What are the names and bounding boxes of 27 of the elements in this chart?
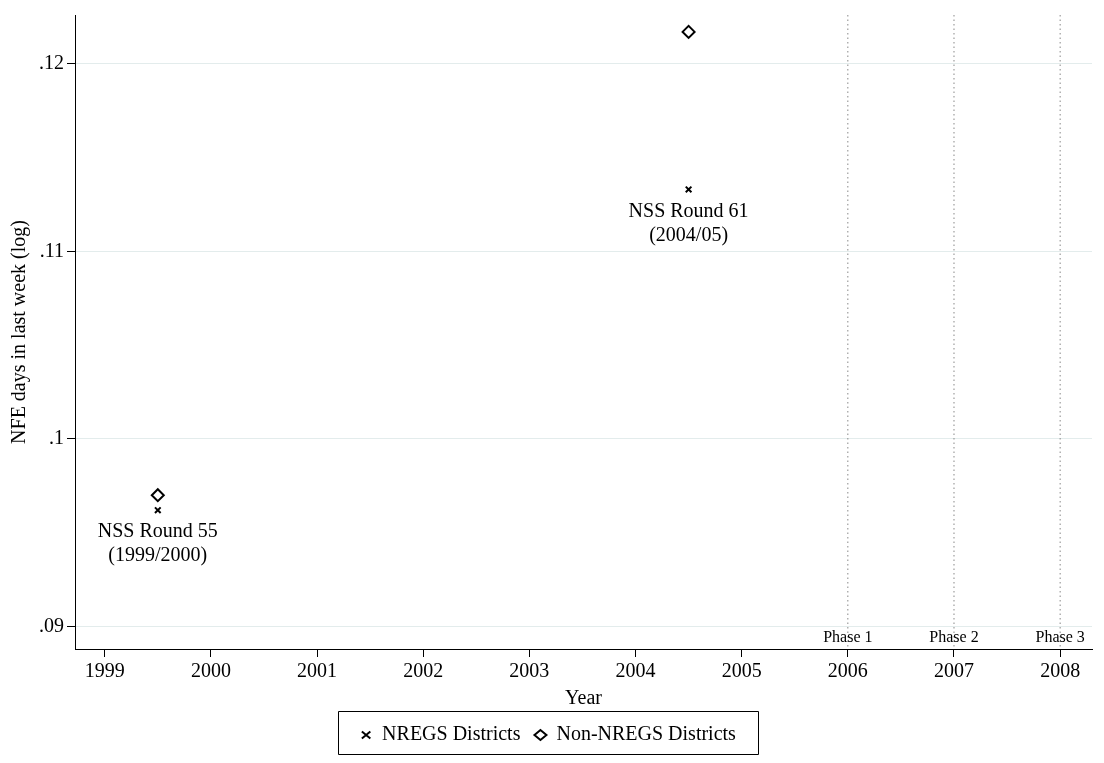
x-tick-label: 2001 bbox=[297, 659, 338, 682]
ref-line-label: Phase 3 bbox=[1035, 628, 1085, 646]
point bbox=[150, 488, 165, 503]
x-tick-label: 2004 bbox=[615, 659, 656, 682]
y-tick-label: .1 bbox=[49, 426, 64, 449]
legend-label: Non-NREGS Districts bbox=[556, 722, 737, 745]
x-tick-label: 2008 bbox=[1040, 659, 1081, 682]
annotation: NSS Round 55 (1999/2000) bbox=[97, 519, 218, 567]
x-tick-label: 2005 bbox=[721, 659, 762, 682]
x-tick-label: 1999 bbox=[84, 659, 125, 682]
y-axis-title: NFE days in last week (log) bbox=[7, 220, 31, 444]
ref-line-label: Phase 1 bbox=[823, 628, 873, 646]
annotation: NSS Round 61 (2004/05) bbox=[628, 198, 749, 246]
y-tick-label: .12 bbox=[39, 51, 64, 74]
x-tick-label: 2006 bbox=[827, 659, 868, 682]
y-tick-label: .09 bbox=[39, 613, 64, 636]
x-axis-title: Year bbox=[565, 686, 603, 709]
legend-label: NREGS Districts bbox=[382, 722, 521, 745]
x-tick-label: 2000 bbox=[190, 659, 231, 682]
x-tick-label: 2002 bbox=[403, 659, 444, 682]
x-tick-label: 2007 bbox=[933, 659, 974, 682]
point bbox=[681, 24, 696, 39]
y-tick-label: .11 bbox=[39, 238, 64, 261]
point bbox=[153, 506, 162, 515]
point bbox=[684, 185, 693, 194]
x-tick-label: 2003 bbox=[509, 659, 550, 682]
ref-line-label: Phase 2 bbox=[929, 628, 979, 646]
